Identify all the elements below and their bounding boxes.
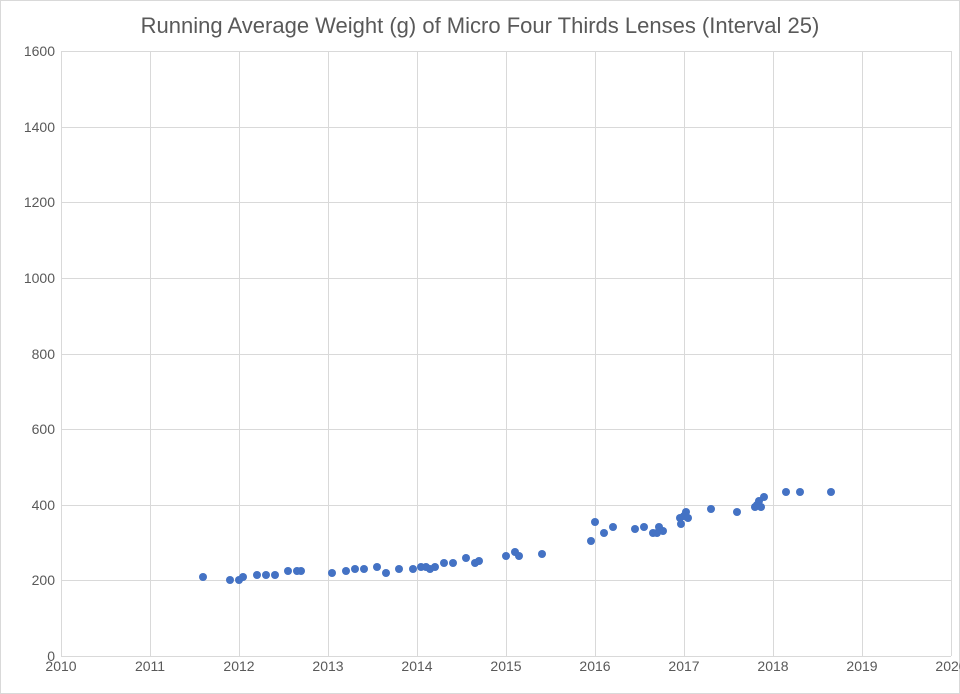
- y-tick-label: 200: [0, 572, 55, 588]
- scatter-point: [760, 493, 768, 501]
- scatter-point: [600, 529, 608, 537]
- x-tick-label: 2018: [757, 658, 788, 674]
- x-tick-label: 2012: [223, 658, 254, 674]
- x-tick-label: 2010: [45, 658, 76, 674]
- scatter-point: [431, 563, 439, 571]
- scatter-point: [297, 567, 305, 575]
- x-tick-label: 2014: [401, 658, 432, 674]
- scatter-point: [515, 552, 523, 560]
- scatter-point: [502, 552, 510, 560]
- scatter-point: [360, 565, 368, 573]
- scatter-point: [262, 571, 270, 579]
- scatter-point: [475, 557, 483, 565]
- y-tick-label: 600: [0, 421, 55, 437]
- scatter-point: [733, 508, 741, 516]
- x-axis-labels: 2010201120122013201420152016201720182019…: [61, 656, 951, 686]
- gridline-vertical: [862, 51, 863, 656]
- scatter-point: [328, 569, 336, 577]
- scatter-point: [395, 565, 403, 573]
- scatter-point: [684, 514, 692, 522]
- y-tick-label: 800: [0, 346, 55, 362]
- scatter-point: [449, 559, 457, 567]
- scatter-point: [677, 520, 685, 528]
- gridline-vertical: [595, 51, 596, 656]
- y-axis-labels: 02004006008001000120014001600: [1, 51, 61, 656]
- scatter-point: [640, 523, 648, 531]
- scatter-point: [284, 567, 292, 575]
- gridline-vertical: [239, 51, 240, 656]
- scatter-point: [462, 554, 470, 562]
- scatter-point: [782, 488, 790, 496]
- scatter-point: [538, 550, 546, 558]
- y-tick-label: 1200: [0, 194, 55, 210]
- scatter-point: [373, 563, 381, 571]
- scatter-point: [827, 488, 835, 496]
- x-tick-label: 2015: [490, 658, 521, 674]
- x-tick-label: 2016: [579, 658, 610, 674]
- scatter-point: [796, 488, 804, 496]
- x-tick-label: 2020: [935, 658, 960, 674]
- scatter-point: [440, 559, 448, 567]
- scatter-point: [271, 571, 279, 579]
- scatter-point: [631, 525, 639, 533]
- gridline-vertical: [328, 51, 329, 656]
- y-tick-label: 400: [0, 497, 55, 513]
- y-tick-label: 1400: [0, 119, 55, 135]
- scatter-point: [239, 573, 247, 581]
- x-tick-label: 2017: [668, 658, 699, 674]
- gridline-vertical: [951, 51, 952, 656]
- scatter-point: [351, 565, 359, 573]
- scatter-point: [199, 573, 207, 581]
- x-tick-label: 2019: [846, 658, 877, 674]
- scatter-point: [591, 518, 599, 526]
- scatter-point: [382, 569, 390, 577]
- gridline-vertical: [61, 51, 62, 656]
- gridline-vertical: [684, 51, 685, 656]
- gridline-vertical: [506, 51, 507, 656]
- plot-area: [61, 51, 951, 656]
- scatter-point: [659, 527, 667, 535]
- y-tick-label: 1000: [0, 270, 55, 286]
- x-tick-label: 2013: [312, 658, 343, 674]
- scatter-point: [587, 537, 595, 545]
- x-tick-label: 2011: [135, 658, 165, 674]
- scatter-point: [757, 503, 765, 511]
- gridline-vertical: [773, 51, 774, 656]
- scatter-point: [609, 523, 617, 531]
- gridline-vertical: [150, 51, 151, 656]
- scatter-point: [253, 571, 261, 579]
- chart-container: Running Average Weight (g) of Micro Four…: [0, 0, 960, 694]
- scatter-point: [342, 567, 350, 575]
- scatter-point: [409, 565, 417, 573]
- y-tick-label: 1600: [0, 43, 55, 59]
- scatter-point: [707, 505, 715, 513]
- chart-title: Running Average Weight (g) of Micro Four…: [1, 13, 959, 39]
- scatter-point: [226, 576, 234, 584]
